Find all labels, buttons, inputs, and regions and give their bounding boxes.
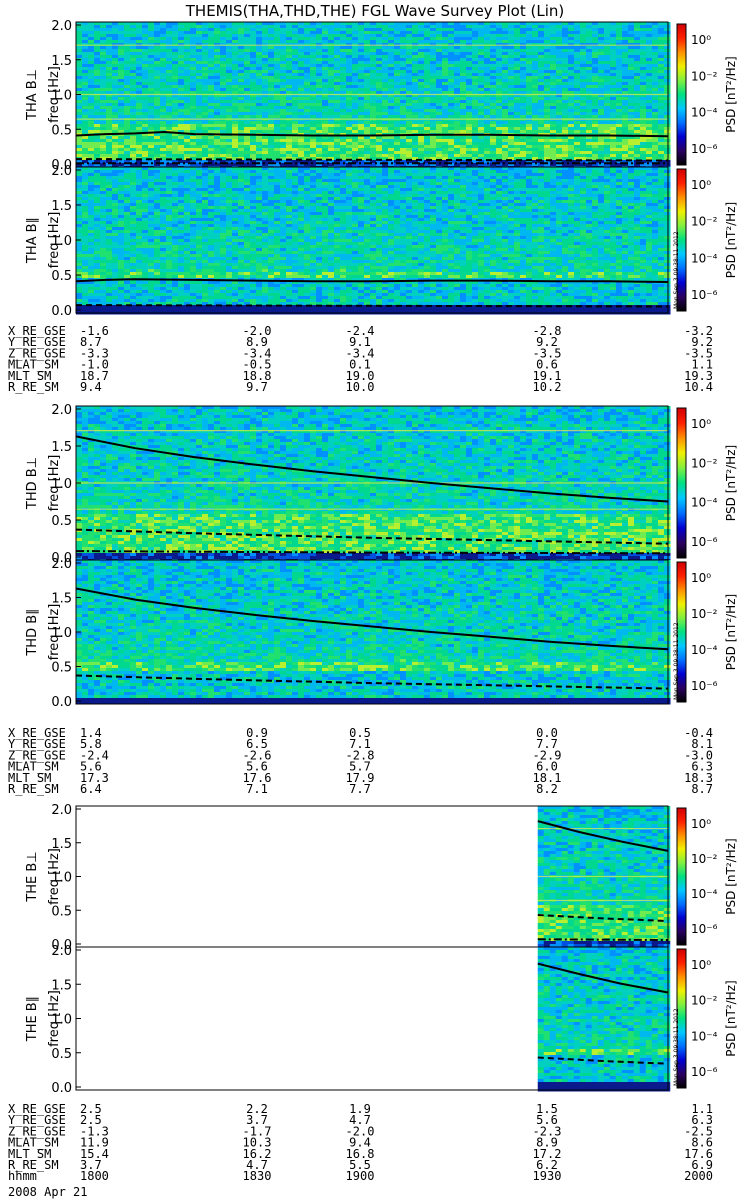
- y-tick-label: 0.5: [51, 661, 72, 676]
- colorbar-tick-label: 10⁻⁴: [691, 1029, 718, 1043]
- ephemeris-value: 2000: [684, 1169, 713, 1183]
- colorbar-tick-label: 10⁻⁶: [691, 922, 718, 936]
- y-axis-label: THA B⊥: [25, 69, 40, 121]
- colorbar-tick-label: 10⁻²: [691, 69, 718, 83]
- ephemeris-value: 9.7: [246, 380, 268, 394]
- colorbar-label: PSD [nT²/Hz]: [724, 594, 738, 670]
- timestamp-stamp: Mon Sep 3 09:38:11 2012: [673, 231, 680, 309]
- colorbar-tick-label: 10⁰: [691, 958, 711, 972]
- timestamp-stamp: Mon Sep 3 09:38:11 2012: [673, 622, 680, 700]
- y-axis-unit: freq [Hz]: [47, 604, 62, 661]
- date-label: 2008 Apr 21: [8, 1185, 87, 1199]
- y-axis-label: THE B⊥: [25, 851, 40, 902]
- colorbar-label: PSD [nT²/Hz]: [724, 56, 738, 132]
- ephemeris-value: 1800: [80, 1169, 109, 1183]
- ephemeris-value: 9.4: [80, 380, 102, 394]
- ephemeris-value: 10.2: [533, 380, 562, 394]
- colorbar-tick-label: 10⁻⁶: [691, 1065, 718, 1079]
- y-axis-label: THE B∥: [25, 996, 40, 1042]
- y-tick-label: 2.0: [51, 803, 72, 818]
- colorbar-tick-label: 10⁰: [691, 178, 711, 192]
- ephemeris-value: 8.7: [691, 782, 713, 796]
- colorbar-label: PSD [nT²/Hz]: [724, 202, 738, 278]
- colorbar-tick-label: 10⁻⁴: [691, 643, 718, 657]
- y-tick-label: 0.5: [51, 514, 72, 529]
- y-axis-unit: freq [Hz]: [47, 848, 62, 905]
- ephemeris-value: 1830: [243, 1169, 272, 1183]
- colorbar: [677, 808, 686, 945]
- ephemeris-value: 8.2: [536, 782, 558, 796]
- colorbar-label: PSD [nT²/Hz]: [724, 980, 738, 1056]
- y-axis-label: THD B⊥: [25, 457, 40, 510]
- y-tick-label: 0.0: [51, 304, 72, 319]
- y-tick-label: 0.5: [51, 269, 72, 284]
- colorbar-label: PSD [nT²/Hz]: [724, 838, 738, 914]
- y-axis-unit: freq [Hz]: [47, 212, 62, 269]
- colorbar-tick-label: 10⁻⁶: [691, 679, 718, 693]
- colorbar-tick-label: 10⁻⁶: [691, 535, 718, 549]
- ephemeris-value: 7.7: [349, 782, 371, 796]
- colorbar-tick-label: 10⁻⁴: [691, 251, 718, 265]
- colorbar: [677, 408, 686, 558]
- y-tick-label: 2.0: [51, 164, 72, 179]
- ephemeris-table: X_RE_GSE -1.6 -2.0 -2.4 -2.8 -3.2Y_RE_GSE 8.7 8…: [8, 324, 713, 394]
- figure-title: THEMIS(THA,THD,THE) FGL Wave Survey Plot…: [185, 2, 564, 20]
- y-tick-label: 0.0: [51, 695, 72, 710]
- ephemeris-value: 1900: [346, 1169, 375, 1183]
- colorbar-tick-label: 10⁻⁶: [691, 288, 718, 302]
- y-axis-label: THD B∥: [25, 608, 40, 656]
- ephemeris-row-label: hhmm: [8, 1169, 37, 1183]
- colorbar-tick-label: 10⁻⁴: [691, 106, 718, 120]
- y-tick-label: 2.0: [51, 944, 72, 959]
- y-tick-label: 0.0: [51, 1081, 72, 1096]
- colorbar-tick-label: 10⁻⁴: [691, 887, 718, 901]
- colorbar-label: PSD [nT²/Hz]: [724, 445, 738, 521]
- ephemeris-value: 6.4: [80, 782, 102, 796]
- ephemeris-value: 7.1: [246, 782, 268, 796]
- ephemeris-row-label: R_RE_SM: [8, 782, 59, 796]
- colorbar-tick-label: 10⁻²: [691, 852, 718, 866]
- colorbar-tick-label: 10⁰: [691, 33, 711, 47]
- colorbar-tick-label: 10⁻²: [691, 994, 718, 1008]
- colorbar-tick-label: 10⁻²: [691, 607, 718, 621]
- y-tick-label: 0.5: [51, 904, 72, 919]
- y-tick-label: 0.5: [51, 1047, 72, 1062]
- colorbar-tick-label: 10⁰: [691, 571, 711, 585]
- colorbar-tick-label: 10⁰: [691, 417, 711, 431]
- y-tick-label: 2.0: [51, 557, 72, 572]
- colorbar-tick-label: 10⁻²: [691, 456, 718, 470]
- y-tick-label: 1.5: [51, 440, 72, 455]
- colorbar: [677, 24, 686, 165]
- y-axis-unit: freq [Hz]: [47, 66, 62, 123]
- y-tick-label: 2.0: [51, 403, 72, 418]
- timestamp-stamp: Mon Sep 3 09:38:11 2012: [673, 1008, 680, 1086]
- y-tick-label: 0.5: [51, 123, 72, 138]
- colorbar-tick-label: 10⁻²: [691, 215, 718, 229]
- colorbar-tick-label: 10⁻⁶: [691, 142, 718, 156]
- y-axis-unit: freq [Hz]: [47, 455, 62, 512]
- colorbar-tick-label: 10⁰: [691, 817, 711, 831]
- y-axis-label: THA B∥: [25, 217, 40, 264]
- y-axis-unit: freq [Hz]: [47, 990, 62, 1047]
- ephemeris-table: X_RE_GSE 1.4 0.9 0.5 0.0 -0.4Y_RE_GSE 5.8 6.5 7.…: [8, 726, 713, 796]
- ephemeris-row-label: R_RE_SM: [8, 380, 59, 394]
- ephemeris-table: X_RE_GSE 2.5 2.2 1.9 1.5 1.1Y_RE_GSE 2.5 3.7 4.7…: [8, 1102, 713, 1183]
- colorbar-tick-label: 10⁻⁴: [691, 496, 718, 510]
- ephemeris-value: 1930: [533, 1169, 562, 1183]
- y-tick-label: 2.0: [51, 19, 72, 34]
- ephemeris-value: 10.4: [684, 380, 713, 394]
- ephemeris-value: 10.0: [346, 380, 375, 394]
